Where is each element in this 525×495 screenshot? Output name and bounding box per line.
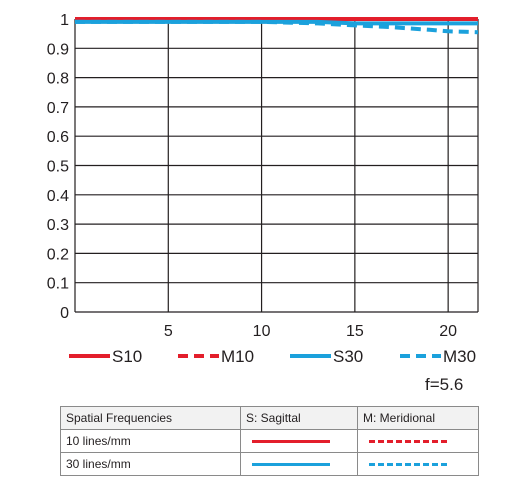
- spatial-frequency-key-table: Spatial Frequencies S: Sagittal M: Merid…: [60, 406, 479, 476]
- y-tick-label: 0.9: [47, 41, 69, 58]
- x-axis-tick-labels: 5 10 15 20: [164, 323, 457, 340]
- y-tick-label: 0.3: [47, 217, 69, 234]
- y-axis-tick-labels: 0 0.1 0.2 0.3 0.4 0.5 0.6 0.7 0.8 0.9 1: [47, 12, 69, 322]
- y-tick-label: 0: [60, 305, 69, 322]
- y-tick-label: 0.7: [47, 100, 69, 117]
- y-tick-label: 0.5: [47, 159, 69, 176]
- y-tick-label: 0.4: [47, 188, 69, 205]
- key-table-row-10: 10 lines/mm: [60, 429, 479, 453]
- y-tick-label: 0.8: [47, 71, 69, 88]
- chart-legend: S10 M10 S30 M30: [69, 347, 476, 366]
- key-sample-cell: [357, 452, 479, 476]
- key-table-row-30: 30 lines/mm: [60, 452, 479, 476]
- key-table-header-row: Spatial Frequencies S: Sagittal M: Merid…: [60, 406, 479, 430]
- key-header-spatial-frequencies: Spatial Frequencies: [60, 406, 241, 430]
- key-sample-cell: [240, 452, 358, 476]
- legend-label-s10: S10: [112, 347, 142, 366]
- y-tick-label: 1: [60, 12, 69, 29]
- y-tick-label: 0.2: [47, 246, 69, 263]
- key-sample-meridional-10: [369, 439, 447, 443]
- aperture-label: f=5.6: [425, 375, 464, 394]
- x-tick-label: 10: [253, 323, 271, 340]
- key-header-sagittal: S: Sagittal: [240, 406, 358, 430]
- y-tick-label: 0.1: [47, 276, 69, 293]
- x-tick-label: 15: [346, 323, 364, 340]
- key-row-label-10: 10 lines/mm: [60, 429, 241, 453]
- chart-series: [75, 17, 479, 35]
- legend-label-s30: S30: [333, 347, 363, 366]
- legend-label-m30: M30: [443, 347, 476, 366]
- x-tick-label: 5: [164, 323, 173, 340]
- key-row-label-30: 30 lines/mm: [60, 452, 241, 476]
- x-tick-label: 20: [439, 323, 457, 340]
- key-sample-meridional-30: [369, 462, 447, 466]
- key-sample-cell: [357, 429, 479, 453]
- chart-grid: [74, 18, 479, 313]
- mtf-chart: 0 0.1 0.2 0.3 0.4 0.5 0.6 0.7 0.8 0.9 1 5 10 15 20 S1…: [47, 12, 479, 366]
- legend-label-m10: M10: [221, 347, 254, 366]
- key-header-meridional: M: Meridional: [357, 406, 479, 430]
- key-sample-sagittal-10: [252, 439, 330, 443]
- series-line-m30: [75, 19, 479, 35]
- y-tick-label: 0.6: [47, 129, 69, 146]
- key-sample-sagittal-30: [252, 462, 330, 466]
- key-sample-cell: [240, 429, 358, 453]
